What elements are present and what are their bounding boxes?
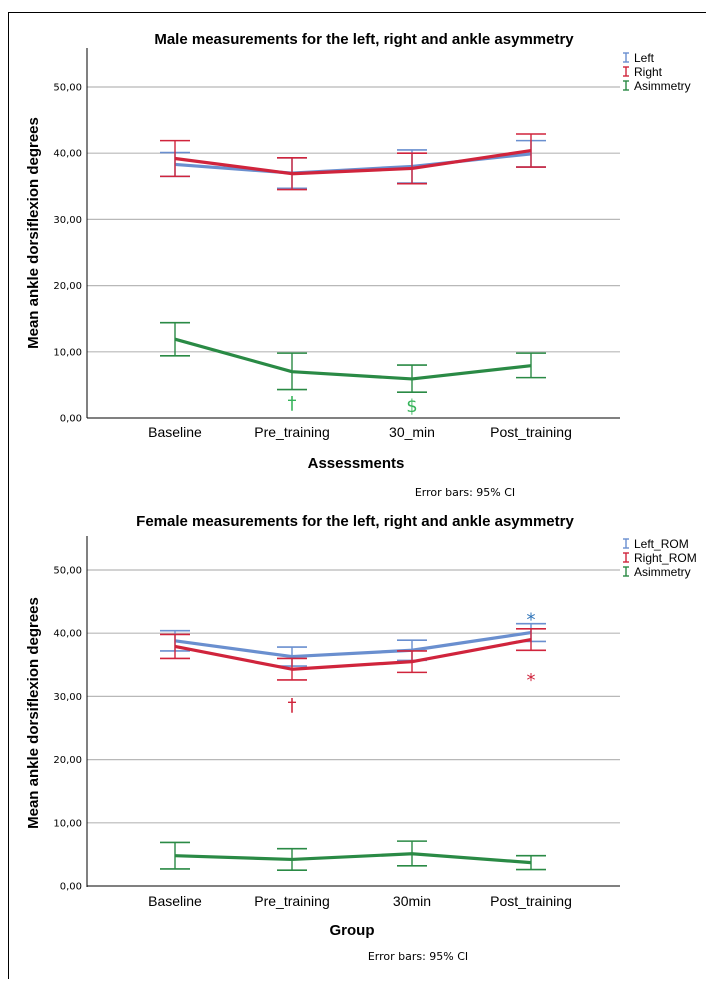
chart-1-gridlines [87, 86, 620, 419]
chart-1-series-right-error-bar [516, 133, 546, 168]
legend-error-bar-icon [623, 538, 629, 549]
chart-2-x-tick-label: Pre_training [254, 893, 330, 909]
chart-1-series-asimmetry-error-bar [516, 352, 546, 379]
chart-1-y-tick-label: 10,00 [53, 347, 82, 358]
chart-2-series-left-rom [160, 622, 546, 667]
chart-1-y-tick-label: 40,00 [53, 149, 82, 160]
chart-2-y-axis-label: Mean ankle dorsiflexion degrees [25, 597, 42, 829]
chart-2-series-asimmetry-line [174, 852, 532, 865]
chart-2-x-tick-labels: Baseline Pre_training 30min Post_training [148, 893, 572, 909]
chart-1-legend-item: Right [623, 65, 663, 79]
chart-2-legend-item: Left_ROM [623, 537, 689, 551]
chart-1-annotation-marker: † [288, 393, 297, 414]
chart-2-y-tick-label: 40,00 [53, 629, 82, 640]
chart-2-series-right-rom-error-bar [397, 650, 427, 674]
chart-2-series-asimmetry-error-bar [160, 841, 190, 870]
chart-1-series-asimmetry-error-bar [277, 352, 307, 391]
chart-1-legend-label: Asimmetry [634, 79, 691, 93]
chart-2-y-tick-labels: 0,00 10,00 20,00 30,00 40,00 50,00 [53, 566, 82, 893]
chart-1-annotation-marker: $ [406, 396, 417, 417]
chart-2-legend-label: Asimmetry [634, 565, 691, 579]
chart-1-x-axis-label: Assessments [308, 455, 405, 472]
chart-1-series [160, 133, 546, 393]
chart-2-series-asimmetry-error-bar [397, 840, 427, 867]
chart-1-legend-item: Asimmetry [623, 79, 691, 93]
chart-1-title: Male measurements for the left, right an… [154, 31, 574, 48]
chart-2-series-right-rom [160, 627, 546, 681]
chart-1-y-tick-label: 50,00 [53, 83, 82, 94]
chart-1-y-tick-label: 20,00 [53, 281, 82, 292]
chart-2-series-asimmetry-error-bar [277, 847, 307, 872]
legend-error-bar-icon [623, 566, 629, 577]
chart-2-series-right-rom-line [174, 637, 532, 671]
chart-1-y-axis-label: Mean ankle dorsiflexion degrees [25, 117, 42, 349]
chart-1-legend-label: Right [634, 65, 663, 79]
chart-2-annotations: † * * [288, 609, 536, 716]
chart-2-legend-item: Asimmetry [623, 565, 691, 579]
chart-2-legend-label: Right_ROM [634, 551, 697, 565]
chart-1-annotations: † $ [288, 393, 418, 417]
chart-1-series-asimmetry-error-bar [160, 321, 190, 357]
chart-1-series-right-error-bar [160, 139, 190, 178]
chart-2-y-tick-label: 20,00 [53, 755, 82, 766]
chart-1-y-tick-labels: 0,00 10,00 20,00 30,00 40,00 50,00 [53, 83, 82, 425]
chart-1-legend-label: Left [634, 51, 655, 65]
chart-2-title: Female measurements for the left, right … [136, 513, 574, 530]
chart-2-y-tick-label: 30,00 [53, 692, 82, 703]
legend-error-bar-icon [623, 52, 629, 63]
chart-2-x-tick-label: Post_training [490, 893, 572, 909]
chart-2-y-tick-label: 50,00 [53, 566, 82, 577]
chart-2-y-tick-label: 10,00 [53, 818, 82, 829]
chart-1-x-tick-label: Post_training [490, 424, 572, 440]
chart-frame [8, 12, 706, 979]
chart-1-legend-item: Left [623, 51, 655, 65]
chart-1-series-right [160, 133, 546, 191]
chart-2-series-right-rom-error-bar [277, 657, 307, 681]
chart-1-x-tick-label: 30_min [389, 424, 435, 440]
chart-1-series-right-error-bar [397, 152, 427, 185]
chart-2-series-asimmetry [160, 840, 546, 872]
chart-2-gridlines [87, 569, 620, 887]
chart-1-series-asimmetry-line [174, 337, 532, 381]
chart-2-y-tick-label: 0,00 [60, 882, 82, 893]
chart-2-x-axis-label: Group [330, 922, 375, 939]
legend-error-bar-icon [623, 66, 629, 77]
chart-1-y-tick-label: 30,00 [53, 215, 82, 226]
chart-1-series-asimmetry-error-bar [397, 364, 427, 393]
chart-1-x-tick-labels: Baseline Pre_training 30_min Post_training [148, 424, 572, 440]
chart-2-error-note: Error bars: 95% CI [368, 950, 468, 963]
chart-1-series-right-line [174, 148, 532, 176]
female-chart: Female measurements for the left, right … [25, 513, 697, 963]
male-chart: Male measurements for the left, right an… [25, 31, 691, 499]
chart-1-error-note: Error bars: 95% CI [415, 486, 515, 499]
legend-error-bar-icon [623, 80, 629, 91]
chart-2-x-tick-label: 30min [393, 893, 431, 909]
chart-1-series-asimmetry [160, 321, 546, 393]
chart-2-x-tick-label: Baseline [148, 893, 202, 909]
chart-1-x-tick-label: Pre_training [254, 424, 330, 440]
chart-2-annotation-marker: * [527, 609, 536, 630]
chart-2-series [160, 622, 546, 872]
chart-2-annotation-marker: † [288, 695, 297, 716]
chart-2-series-left-rom-line [174, 630, 532, 659]
chart-2-annotation-marker: * [527, 670, 536, 691]
chart-2-legend-item: Right_ROM [623, 551, 697, 565]
legend-error-bar-icon [623, 552, 629, 563]
chart-2-series-right-rom-error-bar [516, 627, 546, 652]
chart-1-y-tick-label: 0,00 [60, 414, 82, 425]
chart-1-series-right-error-bar [277, 157, 307, 191]
chart-2-series-right-rom-error-bar [160, 633, 190, 660]
chart-2-series-asimmetry-error-bar [516, 854, 546, 871]
chart-1-x-tick-label: Baseline [148, 424, 202, 440]
chart-2-legend-label: Left_ROM [634, 537, 689, 551]
